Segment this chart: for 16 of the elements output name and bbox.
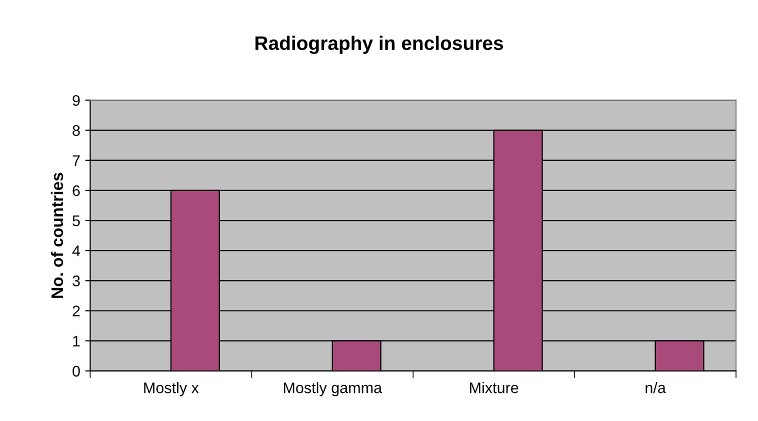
y-tick-label: 8 [72, 125, 80, 136]
y-tick-label: 5 [72, 216, 80, 226]
y-tick-label: 3 [72, 276, 80, 286]
y-axis-title: No. of countries [50, 172, 64, 298]
y-tick-label: 1 [73, 336, 80, 346]
y-tick-label: 9 [72, 95, 80, 106]
y-tick-label: 2 [72, 306, 80, 316]
x-tick-label: Mostly x [144, 382, 199, 396]
y-tick-label: 6 [72, 185, 80, 196]
x-tick-label: Mixture [470, 382, 518, 394]
x-tick-label: n/a [646, 382, 666, 394]
y-tick-label: 4 [72, 246, 80, 256]
chart-title: Radiography in enclosures [256, 36, 504, 54]
y-tick-label: 7 [72, 155, 80, 166]
x-tick-label: Mostly gamma [284, 382, 382, 396]
y-tick-label: 0 [72, 366, 80, 377]
